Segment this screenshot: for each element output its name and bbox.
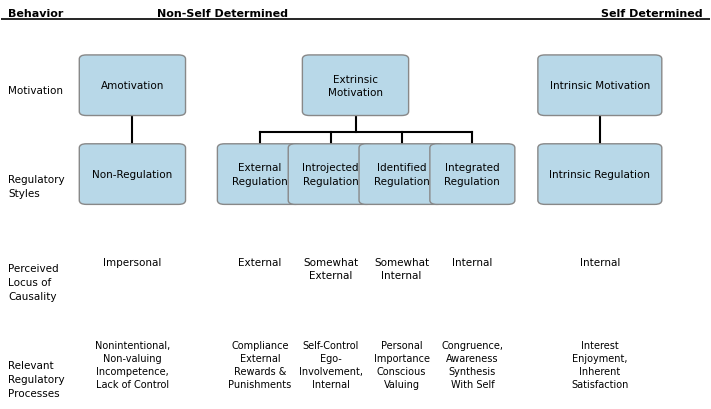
FancyBboxPatch shape (302, 56, 409, 116)
Text: Behavior: Behavior (9, 9, 64, 19)
Text: Non-Self Determined: Non-Self Determined (157, 9, 288, 19)
Text: Interest
Enjoyment,
Inherent
Satisfaction: Interest Enjoyment, Inherent Satisfactio… (571, 340, 629, 389)
Text: Non-Regulation: Non-Regulation (92, 170, 173, 180)
Text: Personal
Importance
Conscious
Valuing: Personal Importance Conscious Valuing (373, 340, 429, 389)
Text: Congruence,
Awareness
Synthesis
With Self: Congruence, Awareness Synthesis With Sel… (442, 340, 503, 389)
Text: Regulatory
Styles: Regulatory Styles (9, 175, 65, 199)
Text: Identified
Regulation: Identified Regulation (374, 163, 429, 186)
Text: Motivation: Motivation (9, 86, 63, 96)
Text: Relevant
Regulatory
Processes: Relevant Regulatory Processes (9, 360, 65, 398)
Text: Amotivation: Amotivation (101, 81, 164, 91)
FancyBboxPatch shape (430, 144, 515, 205)
Text: Somewhat
External: Somewhat External (303, 257, 358, 281)
Text: Intrinsic Motivation: Intrinsic Motivation (550, 81, 650, 91)
Text: Introjected
Regulation: Introjected Regulation (302, 163, 359, 186)
FancyBboxPatch shape (80, 144, 186, 205)
Text: Integrated
Regulation: Integrated Regulation (444, 163, 501, 186)
Text: Compliance
External
Rewards &
Punishments: Compliance External Rewards & Punishment… (228, 340, 292, 389)
Text: Self-Control
Ego-
Involvement,
Internal: Self-Control Ego- Involvement, Internal (299, 340, 363, 389)
Text: Internal: Internal (579, 257, 620, 267)
Text: Impersonal: Impersonal (103, 257, 161, 267)
Text: Internal: Internal (452, 257, 493, 267)
FancyBboxPatch shape (288, 144, 373, 205)
FancyBboxPatch shape (538, 56, 662, 116)
Text: External
Regulation: External Regulation (232, 163, 288, 186)
FancyBboxPatch shape (80, 56, 186, 116)
FancyBboxPatch shape (359, 144, 444, 205)
FancyBboxPatch shape (218, 144, 302, 205)
Text: Perceived
Locus of
Causality: Perceived Locus of Causality (9, 263, 59, 301)
FancyBboxPatch shape (538, 144, 662, 205)
Text: Extrinsic
Motivation: Extrinsic Motivation (328, 74, 383, 98)
Text: Intrinsic Regulation: Intrinsic Regulation (550, 170, 651, 180)
Text: External: External (238, 257, 282, 267)
Text: Somewhat
Internal: Somewhat Internal (374, 257, 429, 281)
Text: Nonintentional,
Non-valuing
Incompetence,
Lack of Control: Nonintentional, Non-valuing Incompetence… (95, 340, 170, 389)
Text: Self Determined: Self Determined (601, 9, 702, 19)
